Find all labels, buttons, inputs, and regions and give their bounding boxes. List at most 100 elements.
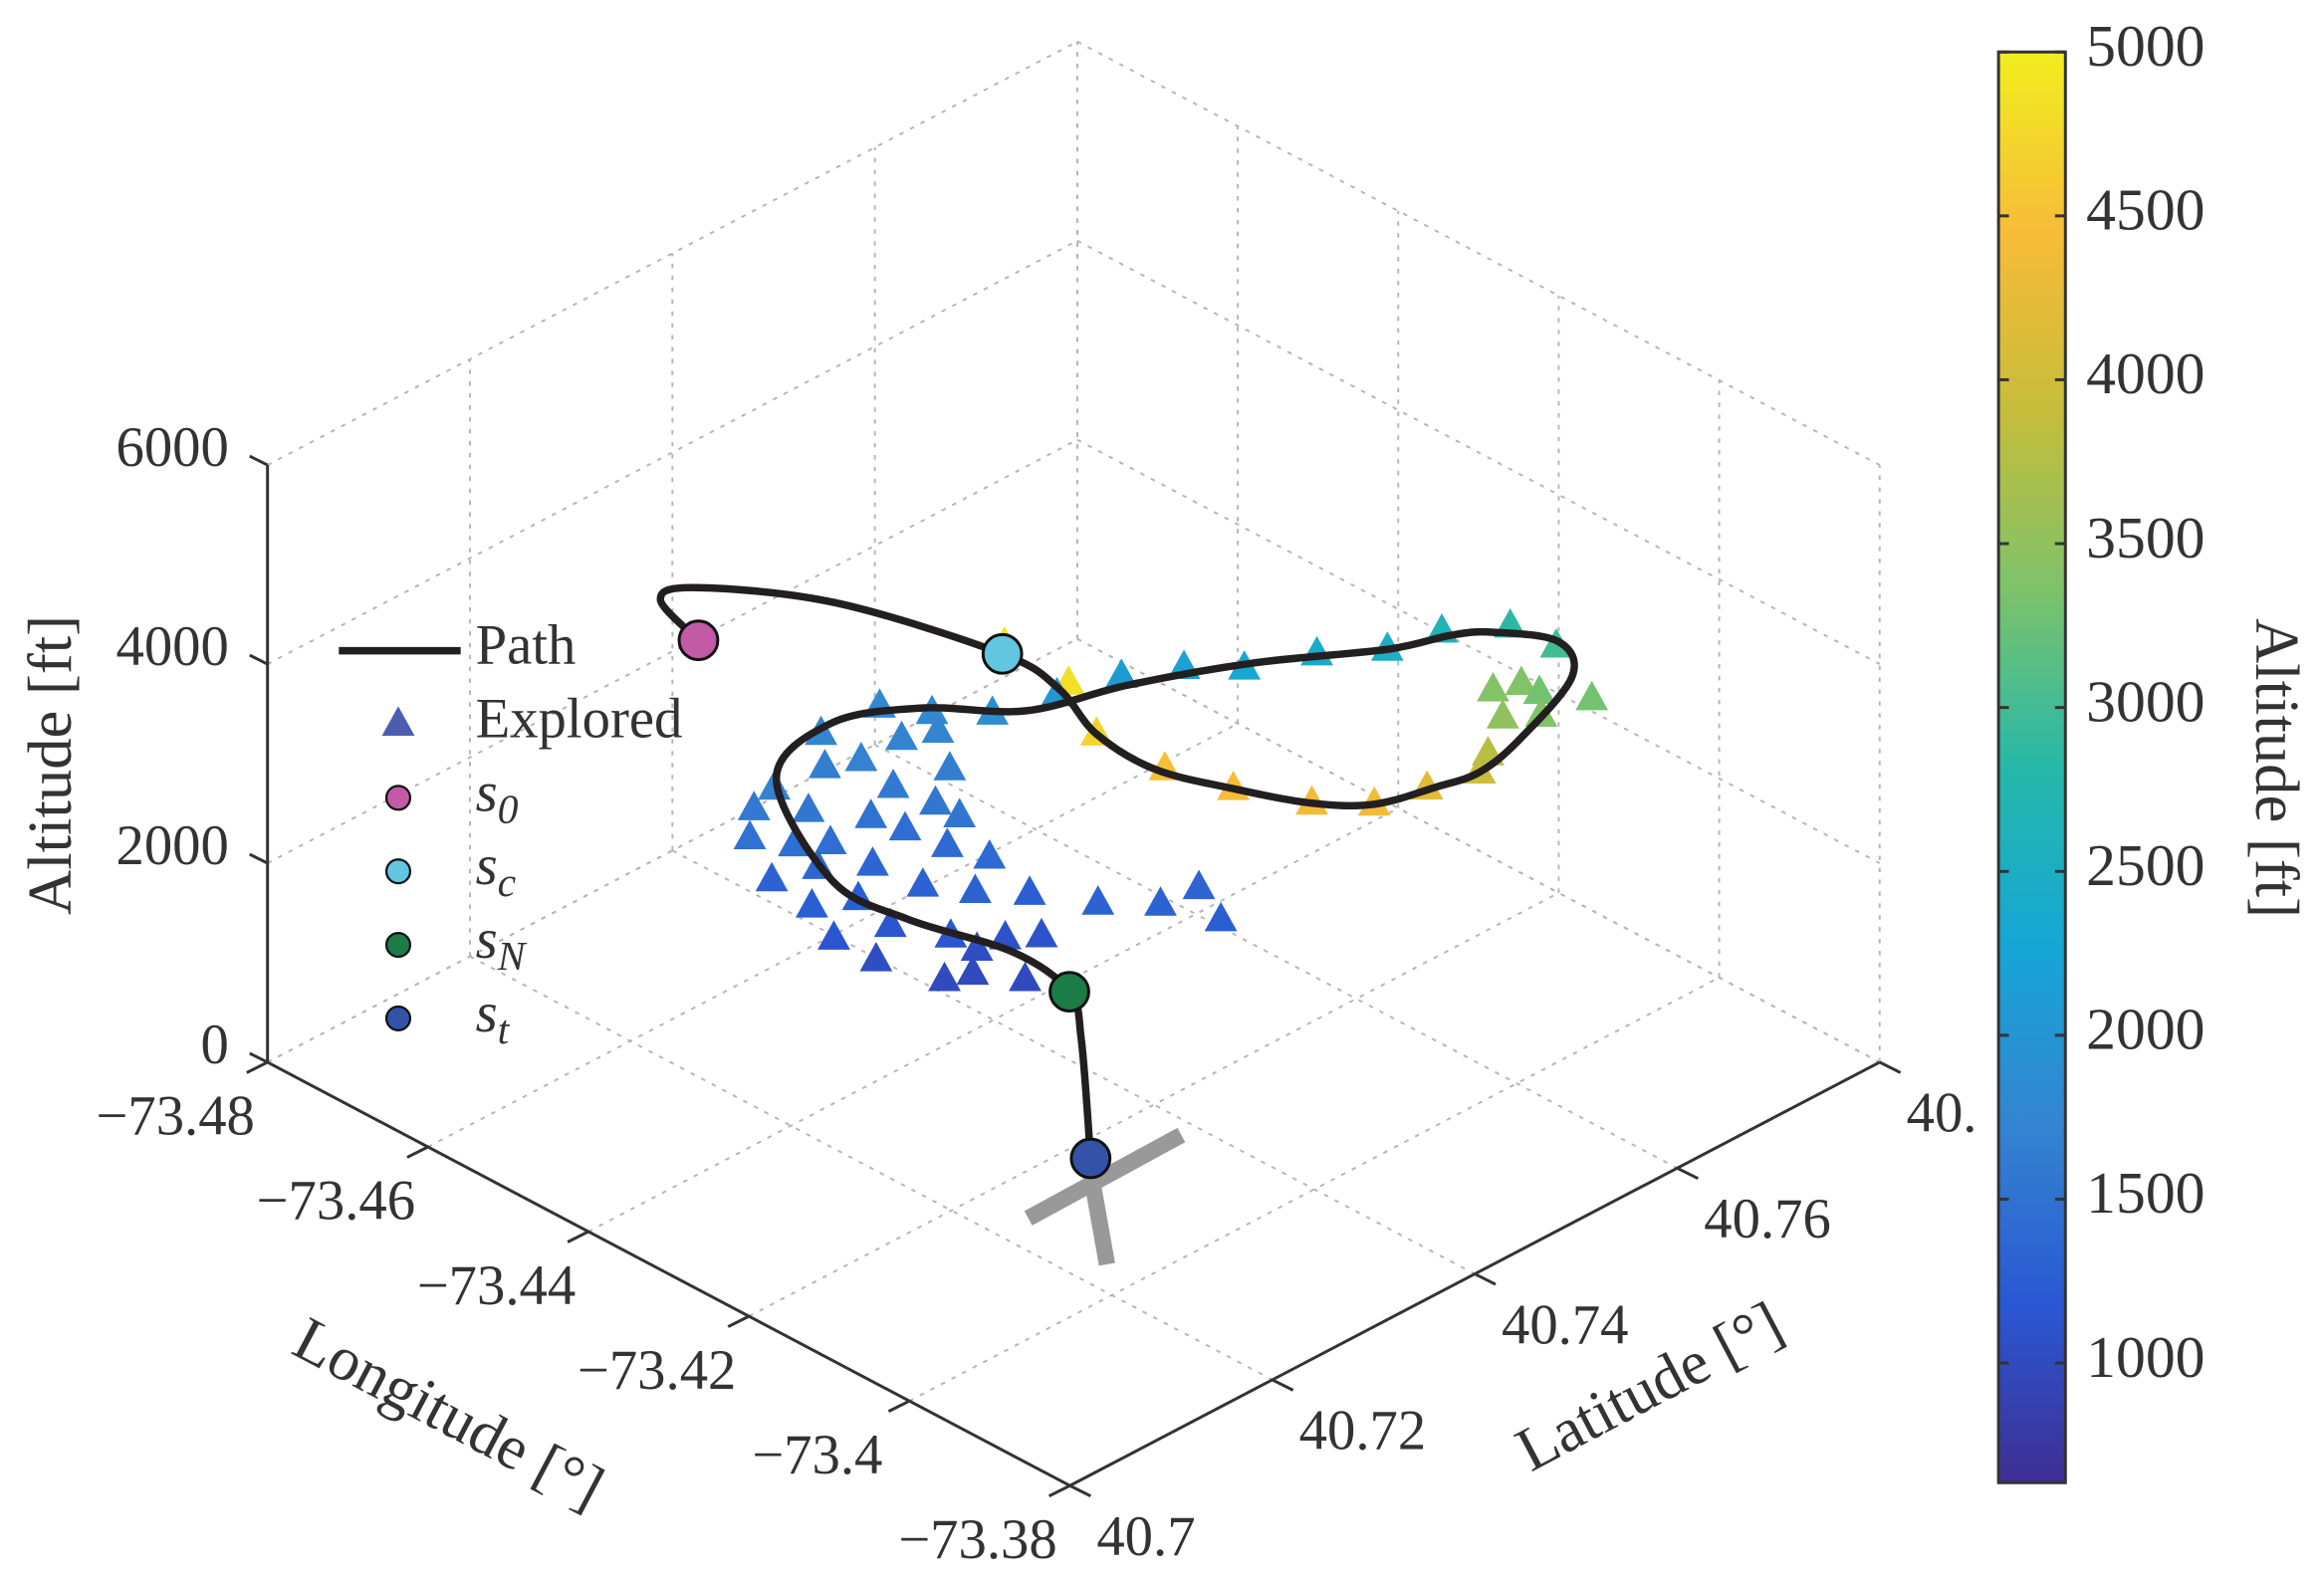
colorbar: 1000 1500 2000 2500 3000 3500 4000 4500 5000: [1996, 13, 2206, 1484]
grid-line: [874, 744, 1678, 1170]
state-marker: [677, 619, 720, 662]
x-tick-label: −73.46: [257, 1170, 416, 1233]
legend-label: Path: [476, 614, 577, 677]
axes: −73.48−73.46−73.44−73.42−73.4−73.38 40.74…: [96, 416, 1976, 1571]
x-tick: [567, 1230, 589, 1243]
explored-point: [778, 826, 811, 857]
explored-point: [1104, 658, 1138, 688]
explored-point: [958, 873, 992, 904]
legend-label: sc: [476, 834, 517, 906]
z-tick-label: 6000: [116, 416, 228, 479]
explored-point: [960, 931, 994, 961]
colorbar-tick-label: 3500: [2086, 505, 2205, 570]
y-tick: [1676, 1166, 1699, 1181]
explored-point: [930, 827, 964, 857]
colorbar-tick-label: 5000: [2086, 13, 2205, 79]
legend-label: st: [476, 982, 511, 1053]
explored-point: [1204, 901, 1238, 932]
explored-point: [876, 768, 910, 798]
explored-point: [1477, 671, 1510, 702]
x-tick-label: −73.42: [578, 1339, 737, 1402]
y-tick-label: 40.76: [1704, 1188, 1831, 1250]
colorbar-tick-label: 4500: [2086, 177, 2205, 243]
y-tick: [1068, 1483, 1092, 1498]
explored-point: [795, 888, 828, 918]
explored-point: [956, 955, 990, 986]
z-axis-label: Altitude [ft]: [15, 615, 85, 915]
legend-symbol: s: [476, 834, 498, 897]
explored-point: [1009, 961, 1042, 992]
explored-point: [873, 907, 907, 938]
explored-point: [733, 819, 767, 849]
explored-point: [808, 749, 841, 779]
legend-subscript: N: [497, 934, 528, 980]
z-tick: [249, 852, 269, 865]
colorbar-tick-label: 1500: [2086, 1160, 2205, 1226]
x-tick: [1047, 1483, 1071, 1498]
x-tick: [406, 1145, 429, 1159]
state-marker: [1069, 1137, 1112, 1180]
grid-line: [267, 40, 1078, 466]
grid-line: [671, 849, 1476, 1275]
explored-point: [1182, 869, 1216, 900]
explored-point: [919, 785, 952, 815]
explored-point: [813, 824, 847, 854]
explored-point: [817, 920, 850, 950]
legend-label: Explored: [476, 687, 683, 750]
grid-line: [1076, 637, 1881, 1063]
y-tick-label: 40.72: [1299, 1400, 1427, 1463]
legend-symbol: s: [476, 982, 498, 1044]
legend-subscript: t: [498, 1007, 511, 1052]
grid-line: [267, 438, 1078, 864]
x-tick: [727, 1314, 750, 1328]
legend-marker: [381, 706, 415, 736]
explored-point: [737, 790, 771, 820]
x-axis-label: Longitude [°]: [283, 1303, 614, 1522]
z-tick-label: 0: [201, 1014, 229, 1076]
grid-line: [267, 239, 1078, 665]
plot-area: [656, 583, 1609, 1180]
explored-point: [1522, 674, 1556, 705]
explored-point: [973, 839, 1007, 869]
grid-line: [908, 977, 1721, 1403]
y-tick-label: 40.: [1907, 1082, 1977, 1145]
grid-line: [587, 806, 1399, 1233]
y-tick: [1879, 1060, 1902, 1074]
flight-path: [656, 583, 1578, 1159]
legend-label: s0: [476, 761, 519, 832]
legend-symbol: s: [476, 908, 498, 971]
legend-marker: [384, 932, 412, 959]
z-tick: [249, 1051, 269, 1064]
grid-line: [1076, 438, 1881, 864]
grid-line: [748, 891, 1559, 1317]
explored-point: [792, 792, 825, 822]
x-tick-label: −73.4: [752, 1424, 882, 1486]
x-tick-label: −73.48: [96, 1085, 255, 1148]
explored-point: [844, 741, 878, 772]
legend-marker: [384, 858, 412, 885]
x-tick: [887, 1399, 910, 1413]
colorbar-label: Altitude [ft]: [2242, 618, 2312, 918]
x-tick-label: −73.38: [898, 1508, 1057, 1571]
explored-point: [1013, 875, 1046, 905]
colorbar-tick-label: 4000: [2086, 340, 2205, 406]
state-marker: [1048, 971, 1090, 1014]
explored-point: [859, 942, 893, 972]
runway-strip: [1024, 1127, 1186, 1226]
z-tick-label: 4000: [116, 615, 228, 678]
explored-point: [921, 713, 955, 744]
legend-subscript: c: [498, 860, 517, 906]
z-tick-label: 2000: [116, 814, 228, 877]
explored-point: [1081, 885, 1115, 915]
explored-point: [855, 846, 889, 876]
colorbar-scale: [1996, 50, 2067, 1484]
y-tick: [1474, 1272, 1497, 1286]
x-tick: [246, 1060, 269, 1074]
y-tick-label: 40.7: [1096, 1505, 1195, 1568]
explored-point: [1144, 886, 1177, 916]
colorbar-tick-label: 2000: [2086, 997, 2205, 1062]
legend-label: sN: [476, 908, 528, 980]
